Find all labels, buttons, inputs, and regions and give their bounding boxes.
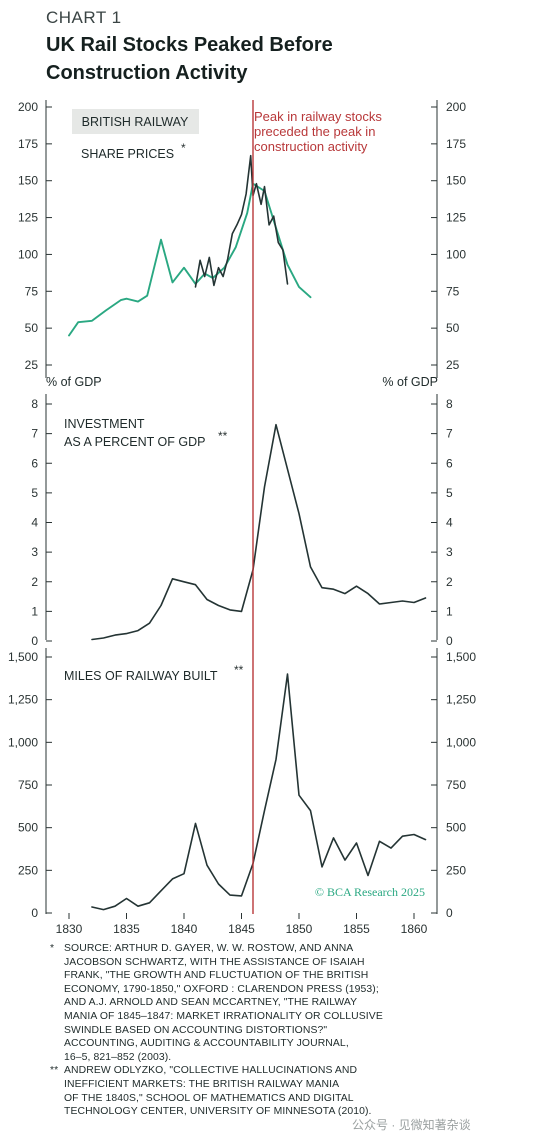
panel-2-title-line-2: AS A PERCENT OF GDP: [64, 435, 205, 449]
footnote-line: ECONOMY, 1790-1850," OXFORD : CLARENDON …: [64, 983, 379, 995]
panel-3-series-line-1: [91, 673, 427, 911]
chart-title-line-2: Construction Activity: [46, 62, 248, 84]
panel-2-left-tick-label: 7: [31, 427, 38, 441]
footnote-line: TECHNOLOGY CENTER, UNIVERSITY OF MINNESO…: [64, 1106, 372, 1118]
footnote-line: ACCOUNTING, AUDITING & ACCOUNTABILITY JO…: [64, 1038, 349, 1050]
panel-1-left-tick-label: 200: [18, 100, 38, 114]
panel-2-right-tick-label: 0: [446, 634, 453, 648]
panel-3-right-tick-label: 750: [446, 778, 466, 792]
panel-2-series-line-1: [91, 423, 427, 641]
annotation-line-2: preceded the peak in: [254, 124, 375, 139]
panel-1-left-tick-label: 175: [18, 137, 38, 151]
panel-3-left-tick-label: 750: [18, 778, 38, 792]
legend-box-label: BRITISH RAILWAY: [82, 115, 189, 129]
panel-3-left-tick-label: 1,500: [8, 650, 38, 664]
unit-label-right: % of GDP: [382, 375, 438, 389]
panel-3-right-tick-label: 1,500: [446, 650, 476, 664]
panel-3-left-tick-label: 250: [18, 863, 38, 877]
panel-1-right-tick-label: 50: [446, 321, 460, 335]
footnote-mark: **: [50, 1065, 59, 1077]
unit-label-left: % of GDP: [46, 375, 102, 389]
x-tick-label: 1860: [401, 922, 428, 936]
panel-1-right-tick-label: 125: [446, 211, 466, 225]
footnote-mark: *: [50, 943, 55, 954]
panel-2-left-tick-label: 5: [31, 486, 38, 500]
panel-3-right-tick-label: 1,000: [446, 735, 476, 749]
panel-2-left-tick-label: 4: [31, 516, 38, 530]
panel-2-right-tick-label: 3: [446, 545, 453, 559]
panel-1-right-tick-label: 175: [446, 137, 466, 151]
panel-2-right-tick-label: 7: [446, 427, 453, 441]
footnote-line: AND A.J. ARNOLD AND SEAN MCCARTNEY, "THE…: [64, 997, 358, 1009]
panel-2-right-tick-label: 2: [446, 575, 453, 589]
footnote-1: * SOURCE: ARTHUR D. GAYER, W. W. ROSTOW, …: [50, 942, 450, 1064]
panel-1-right-tick-label: 150: [446, 174, 466, 188]
panel-2-right-tick-label: 8: [446, 397, 453, 411]
panel-2-left-tick-label: 3: [31, 545, 38, 559]
chart-title-line-1: UK Rail Stocks Peaked Before: [46, 34, 333, 56]
watermark-text: 公众号 · 见微知著杂谈: [352, 1118, 471, 1132]
panel-2-right-tick-label: 5: [446, 486, 453, 500]
panel-2-right-tick-label: 1: [446, 604, 453, 618]
panel-1-left-tick-label: 100: [18, 247, 38, 261]
footnote-line: ANDREW ODLYZKO, "COLLECTIVE HALLUCINATIO…: [64, 1065, 358, 1077]
footnotes: * SOURCE: ARTHUR D. GAYER, W. W. ROSTOW, …: [50, 942, 450, 1119]
chart-kicker: CHART 1: [46, 8, 122, 27]
legend-box: [72, 109, 199, 134]
footnote-line: FRANK, "THE GROWTH AND FLUCTUATION OF TH…: [64, 970, 369, 982]
panel-3-title-line-1: MILES OF RAILWAY BUILT: [64, 669, 218, 683]
x-tick-label: 1855: [343, 922, 370, 936]
panel-1-left-tick-label: 50: [25, 321, 39, 335]
panel-3-left-tick-label: 500: [18, 821, 38, 835]
footnote-line: SOURCE: ARTHUR D. GAYER, W. W. ROSTOW, A…: [64, 943, 354, 954]
x-tick-label: 1835: [113, 922, 140, 936]
panel-3-left-tick-label: 1,250: [8, 693, 38, 707]
annotation-line-1: Peak in railway stocks: [254, 109, 382, 124]
legend-text: SHARE PRICES: [81, 147, 174, 161]
panel-2-title-line-1: INVESTMENT: [64, 417, 145, 431]
x-tick-label: 1850: [286, 922, 313, 936]
footnote-2: ** ANDREW ODLYZKO, "COLLECTIVE HALLUCINAT…: [50, 1064, 450, 1118]
panel-2-right-tick-label: 6: [446, 456, 453, 470]
footnote-line: 16–5, 821–852 (2003).: [64, 1051, 172, 1063]
panel-1-right-tick-label: 100: [446, 247, 466, 261]
panel-2-left-tick-label: 8: [31, 397, 38, 411]
footnote-line: MANIA OF 1845–1847: MARKET IRRATIONALITY…: [64, 1010, 383, 1022]
panel-1-left-tick-label: 125: [18, 211, 38, 225]
panel-2-left-tick-label: 6: [31, 456, 38, 470]
panel-1-left-tick-label: 25: [25, 358, 39, 372]
panel-2-title-superscript: **: [218, 429, 228, 443]
footnote-line: OF THE 1840S," SCHOOL OF MATHEMATICS AND…: [64, 1092, 354, 1104]
panel-3-right-tick-label: 500: [446, 821, 466, 835]
panel-3-title-superscript: **: [234, 663, 244, 677]
panel-3-right-tick-label: 250: [446, 863, 466, 877]
panel-3-left-tick-label: 1,000: [8, 735, 38, 749]
panel-1-series-line-1: [68, 182, 312, 337]
panel-2-right-tick-label: 4: [446, 516, 453, 530]
panel-1-right-tick-label: 200: [446, 100, 466, 114]
panel-1-right-tick-label: 25: [446, 358, 460, 372]
footnote-line: SWINDLE BASED ON ACCOUNTING DISTORTIONS?…: [64, 1024, 328, 1036]
footnote-line: JACOBSON SCHWARTZ, WITH THE ASSISTANCE O…: [64, 956, 365, 968]
panel-3-left-tick-label: 0: [31, 906, 38, 920]
panel-1-left-tick-label: 75: [25, 284, 39, 298]
credit-label: © BCA Research 2025: [315, 885, 425, 899]
panel-1-right-tick-label: 75: [446, 284, 460, 298]
legend-superscript: *: [181, 141, 186, 155]
panel-2-left-tick-label: 0: [31, 634, 38, 648]
x-tick-label: 1845: [228, 922, 255, 936]
x-tick-label: 1840: [171, 922, 198, 936]
annotation-line-3: construction activity: [254, 139, 368, 154]
panel-2-left-tick-label: 2: [31, 575, 38, 589]
panel-1-left-tick-label: 150: [18, 174, 38, 188]
panel-3-right-tick-label: 1,250: [446, 693, 476, 707]
panel-3-right-tick-label: 0: [446, 906, 453, 920]
panel-2-left-tick-label: 1: [31, 604, 38, 618]
footnote-line: INEFFICIENT MARKETS: THE BRITISH RAILWAY…: [64, 1078, 340, 1090]
panel-1-series-line-2: [194, 154, 289, 288]
x-tick-label: 1830: [56, 922, 83, 936]
